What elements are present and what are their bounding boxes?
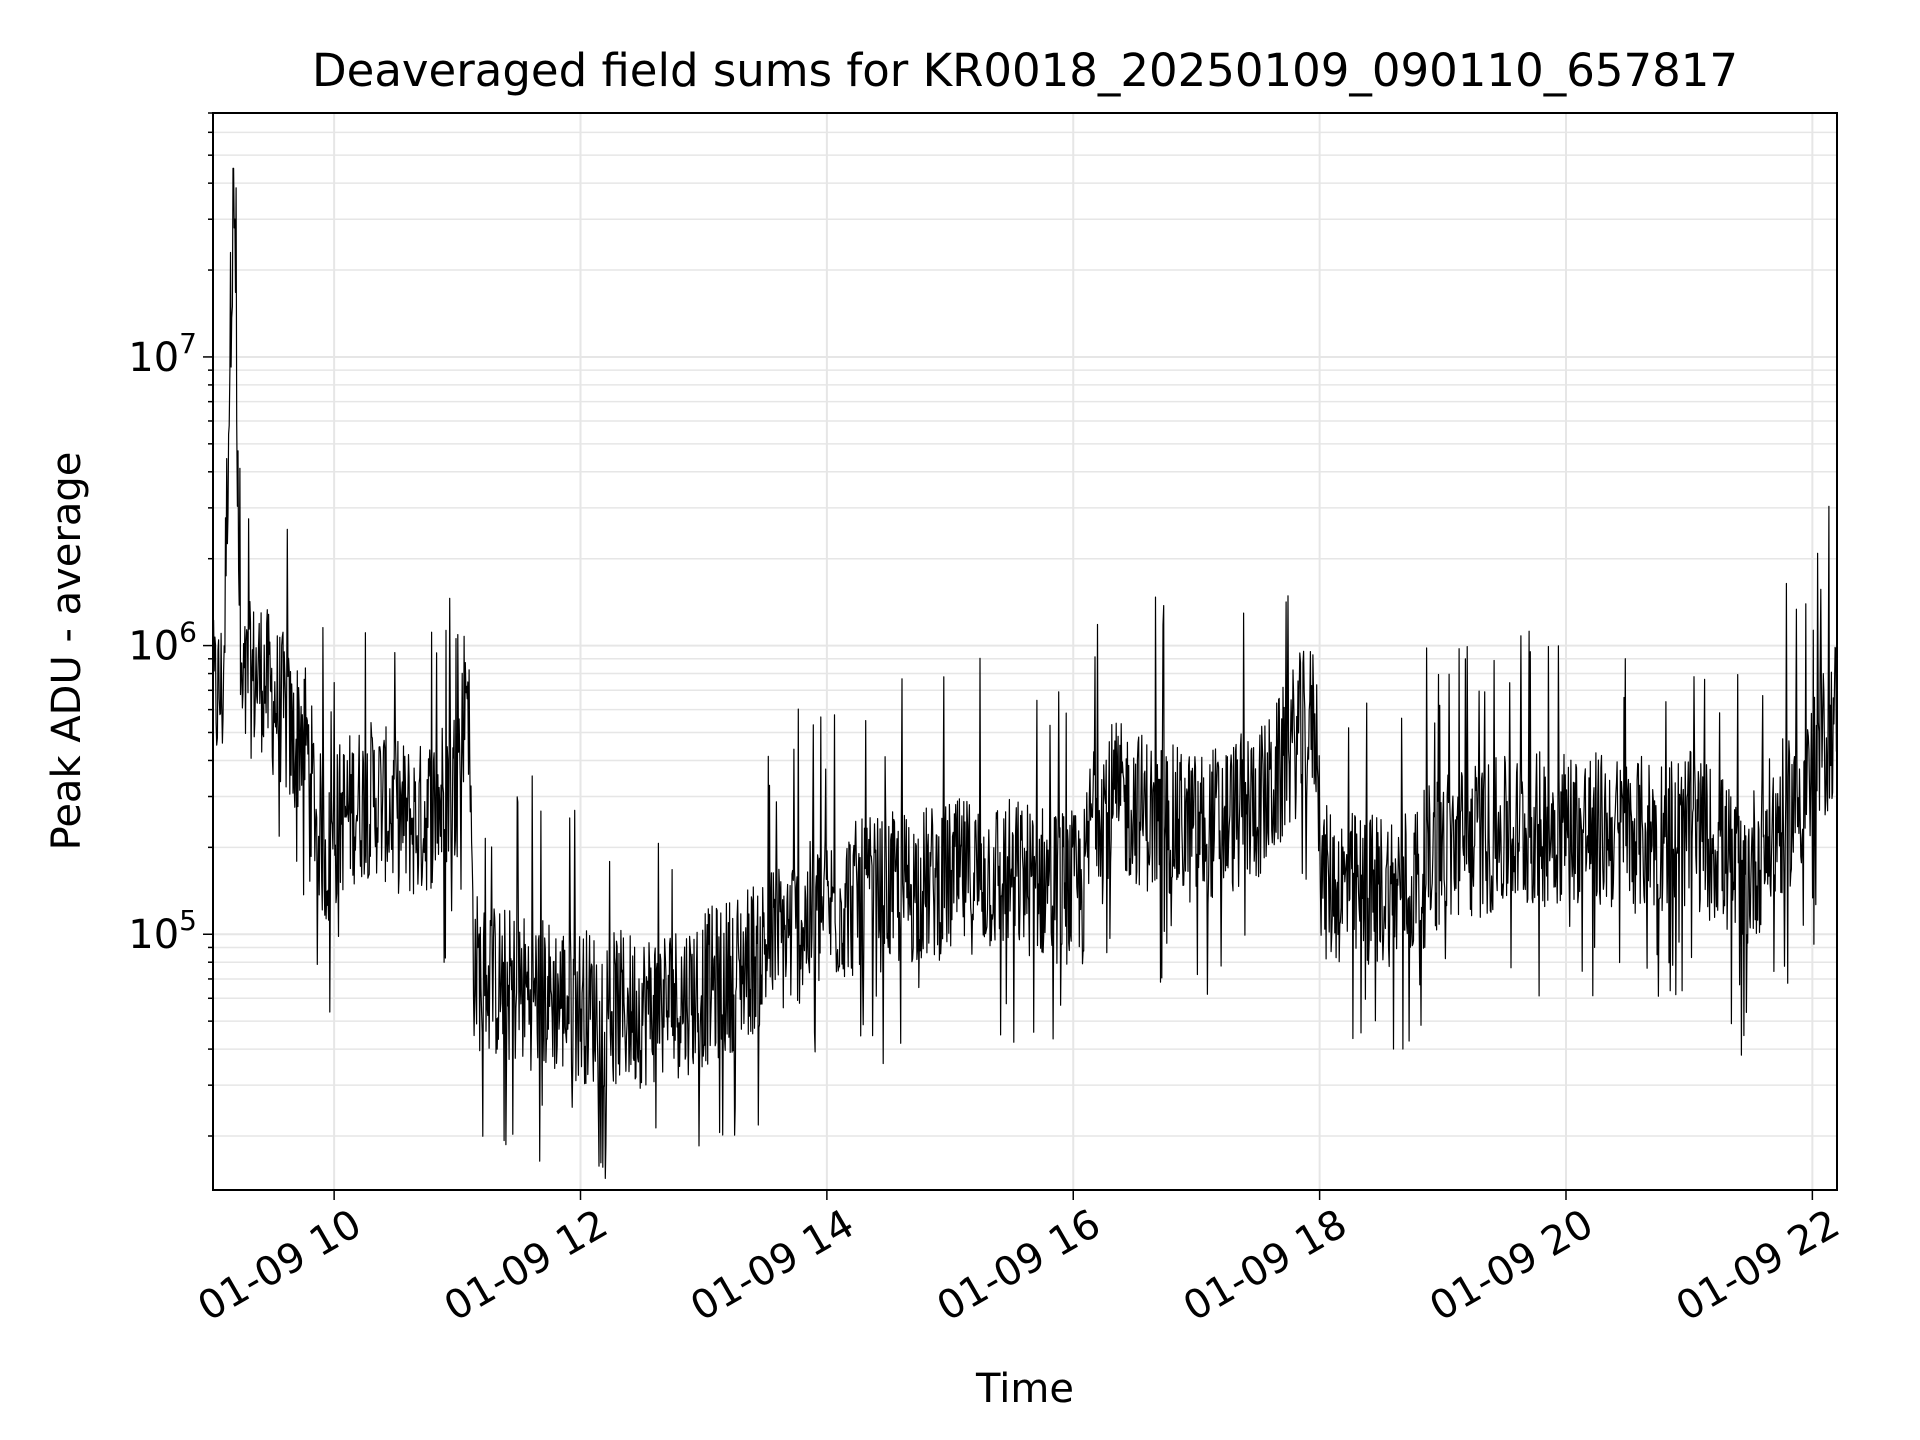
chart-title: Deaveraged field sums for KR0018_2025010… [312,44,1738,97]
x-tick-label: 01-09 20 [1422,1201,1601,1331]
x-axis-label: Time [975,1366,1074,1412]
x-tick-label: 01-09 14 [683,1201,862,1331]
y-axis-ticks: 105 106 107 [128,112,213,1137]
x-tick-label: 01-09 18 [1176,1201,1355,1331]
series-line [212,167,1838,1179]
x-tick-label: 01-09 16 [929,1201,1108,1331]
y-tick-label: 107 [128,327,197,381]
x-tick-label: 01-09 10 [190,1201,369,1331]
y-tick-label: 105 [128,904,197,958]
plot-area [212,167,1838,1179]
plot-frame [212,112,1838,1191]
x-axis-ticks: 01-09 10 01-09 12 01-09 14 01-09 16 01-09 18… [190,1190,1847,1331]
x-tick-label: 01-09 22 [1669,1201,1848,1331]
x-tick-label: 01-09 12 [437,1201,616,1331]
y-tick-label: 106 [128,616,197,670]
y-axis-label: Peak ADU - average [44,452,90,851]
